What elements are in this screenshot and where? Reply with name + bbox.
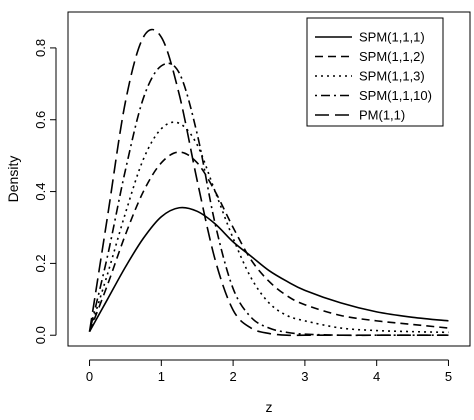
legend: SPM(1,1,1) SPM(1,1,2) SPM(1,1,3) SPM(1,1,10…	[306, 17, 444, 127]
series-line-1	[88, 206, 449, 333]
x-tick-label: 4	[373, 369, 380, 384]
y-axis-title: Density	[5, 156, 21, 203]
legend-box	[306, 17, 444, 127]
legend-label: SPM(1,1,3)	[359, 69, 425, 84]
series-line-3	[88, 121, 449, 334]
y-tick-label: 0.4	[33, 183, 48, 201]
x-tick-label: 0	[86, 369, 93, 384]
x-tick-label: 3	[301, 369, 308, 384]
x-tick-label: 1	[158, 369, 165, 384]
y-tick-label: 0.0	[33, 326, 48, 344]
y-tick-label: 0.2	[33, 254, 48, 272]
x-axis-title: z	[266, 399, 273, 415]
legend-label: SPM(1,1,10)	[359, 88, 432, 103]
legend-label: SPM(1,1,1)	[359, 30, 425, 45]
y-tick-label: 0.6	[33, 111, 48, 129]
series-lines	[88, 28, 449, 337]
legend-label: SPM(1,1,2)	[359, 49, 425, 64]
y-tick-label: 0.8	[33, 39, 48, 57]
x-tick-label: 2	[229, 369, 236, 384]
series-line-5	[88, 28, 449, 337]
x-axis: 0 1 2 3 4 5	[86, 359, 452, 384]
plot-frame	[67, 11, 471, 347]
y-axis: 0.0 0.2 0.4 0.6 0.8	[33, 39, 57, 344]
x-tick-label: 5	[445, 369, 452, 384]
series-line-2	[88, 151, 449, 332]
legend-label: PM(1,1)	[359, 108, 405, 123]
